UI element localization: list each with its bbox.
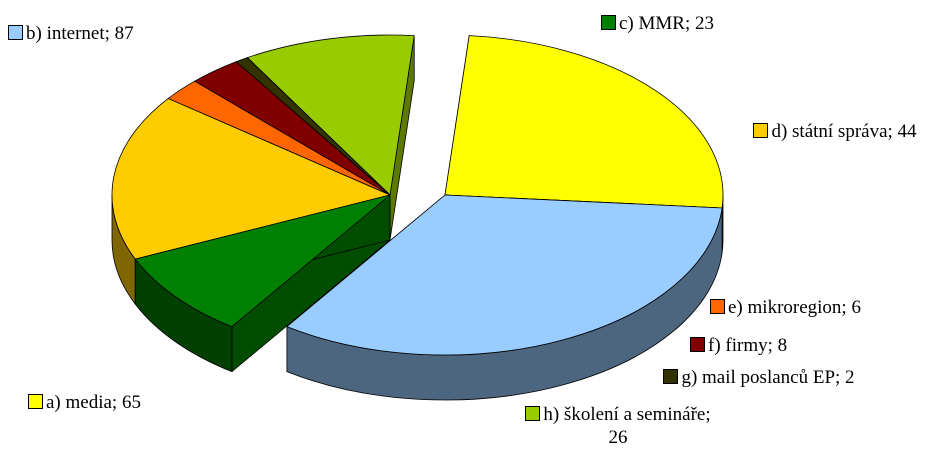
slice-label: h) školení a semináře; 26	[523, 403, 713, 449]
slice-label: c) MMR; 23	[601, 12, 801, 35]
label-text: d) státní správa; 44	[771, 121, 917, 142]
legend-swatch	[753, 123, 769, 138]
legend-swatch	[663, 369, 679, 384]
slice	[134, 194, 391, 328]
label-text: h) školení a semináře; 26	[543, 404, 711, 448]
slice-label: g) mail poslanců EP; 2	[646, 366, 872, 389]
slice	[286, 194, 723, 356]
legend-swatch	[28, 394, 43, 409]
legend-swatch	[690, 337, 705, 352]
legend-swatch	[525, 406, 541, 421]
slice-label: b) internet; 87	[8, 22, 268, 45]
label-text: c) MMR; 23	[619, 13, 714, 34]
slice	[444, 35, 724, 209]
slice-label: a) media; 65	[28, 391, 288, 414]
slice	[111, 98, 391, 260]
slice	[246, 34, 415, 196]
label-text: a) media; 65	[46, 392, 141, 413]
label-text: b) internet; 87	[26, 23, 134, 44]
slice-label: f) firmy; 8	[690, 334, 890, 357]
legend-swatch	[8, 25, 23, 40]
legend-swatch	[601, 15, 616, 30]
slice-label: e) mikroregion; 6	[710, 296, 940, 319]
label-text: f) firmy; 8	[708, 335, 788, 356]
label-text: e) mikroregion; 6	[728, 297, 861, 318]
label-text: g) mail poslanců EP; 2	[681, 367, 855, 388]
legend-swatch	[710, 299, 725, 314]
slice-label: d) státní správa; 44	[735, 120, 935, 143]
